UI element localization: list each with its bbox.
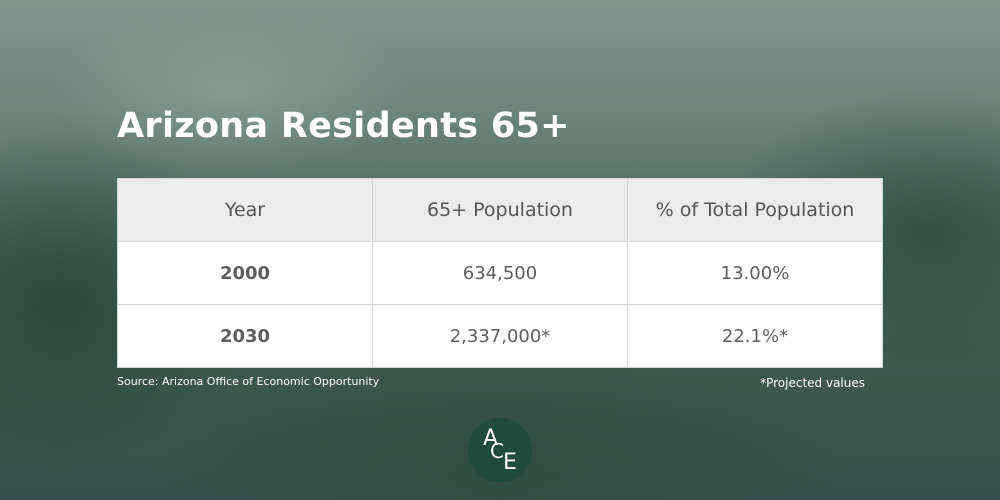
cell: 13.00%	[627, 241, 883, 305]
table-row: 2030 2,337,000* 22.1%*	[117, 304, 883, 368]
table-row: 2000 634,500 13.00%	[117, 241, 883, 305]
logo-letter: E	[503, 450, 517, 475]
cell: 22.1%*	[627, 304, 883, 368]
footnote: *Projected values	[760, 376, 865, 390]
title: Arizona Residents 65+	[117, 106, 570, 146]
header-row: Year 65+ Population % of Total Populatio…	[117, 178, 883, 242]
data-table: Year 65+ Population % of Total Populatio…	[117, 178, 883, 368]
column-header: % of Total Population	[627, 178, 883, 242]
column-header: 65+ Population	[372, 178, 628, 242]
logo: A C E	[468, 418, 532, 482]
cell: 634,500	[372, 241, 628, 305]
cell: 2,337,000*	[372, 304, 628, 368]
cell: 2000	[117, 241, 373, 305]
logo-letter: A	[483, 426, 499, 451]
logo-letter: C	[490, 439, 504, 463]
column-header: Year	[117, 178, 373, 242]
source: Source: Arizona Office of Economic Oppor…	[117, 375, 380, 388]
cell: 2030	[117, 304, 373, 368]
